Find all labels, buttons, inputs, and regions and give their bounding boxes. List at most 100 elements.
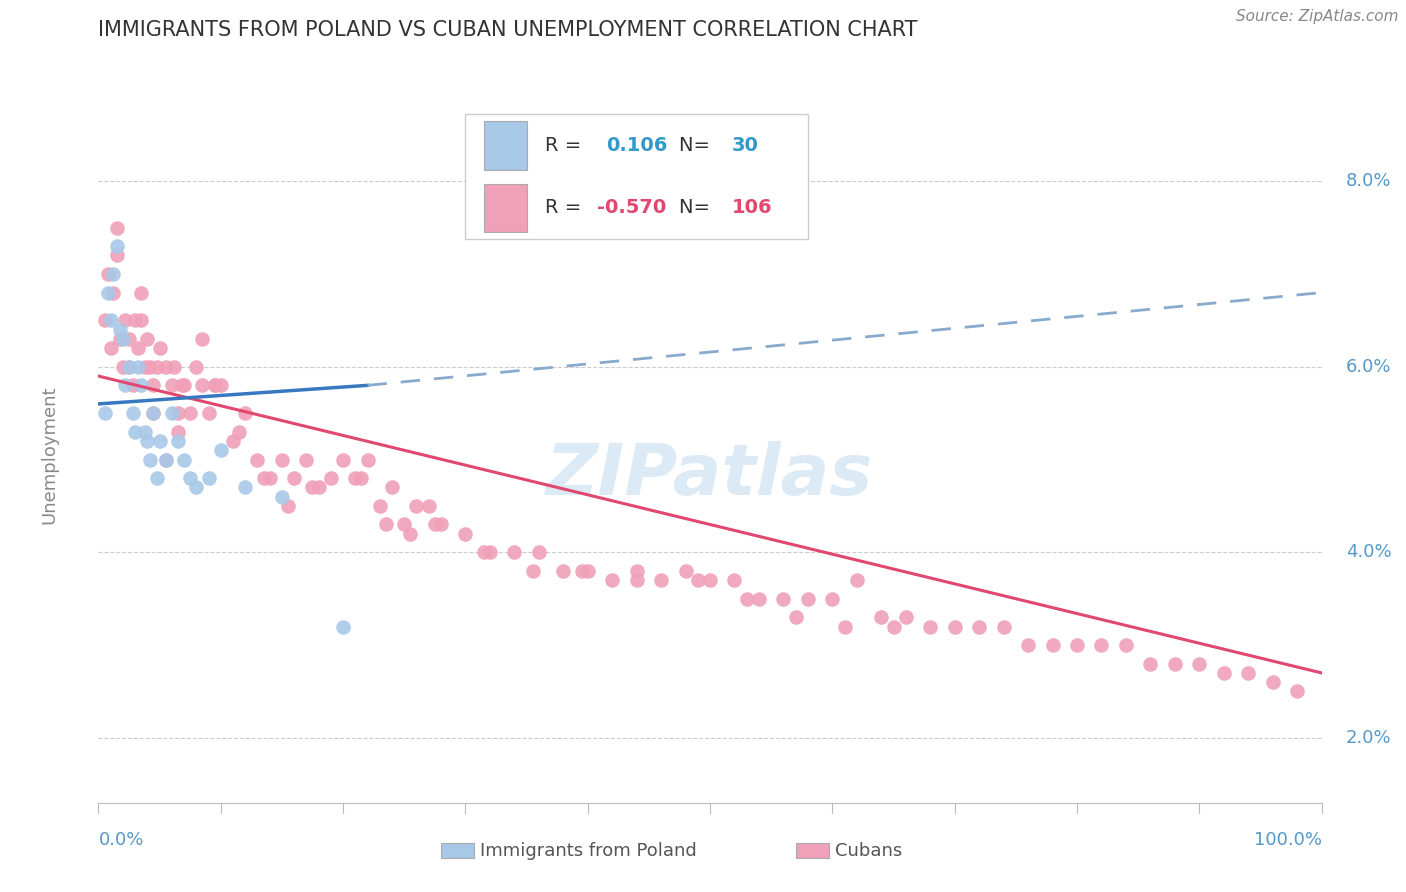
- Point: [163, 359, 186, 374]
- Point: [129, 285, 152, 300]
- Text: N=: N=: [679, 136, 717, 155]
- Point: [111, 332, 134, 346]
- Point: [142, 406, 165, 420]
- Point: [277, 499, 299, 513]
- Text: Cubans: Cubans: [835, 842, 903, 860]
- Point: [392, 517, 416, 532]
- Text: 2.0%: 2.0%: [1346, 729, 1392, 747]
- Point: [139, 359, 162, 374]
- Text: IMMIGRANTS FROM POLAND VS CUBAN UNEMPLOYMENT CORRELATION CHART: IMMIGRANTS FROM POLAND VS CUBAN UNEMPLOY…: [98, 21, 918, 40]
- Point: [503, 545, 526, 559]
- Point: [121, 378, 143, 392]
- Point: [785, 610, 807, 624]
- Point: [105, 248, 128, 262]
- Point: [173, 378, 195, 392]
- Point: [283, 471, 305, 485]
- Point: [111, 359, 134, 374]
- Text: 100.0%: 100.0%: [1254, 830, 1322, 848]
- Point: [197, 471, 219, 485]
- Point: [748, 591, 770, 606]
- Point: [97, 267, 120, 281]
- Point: [1042, 638, 1064, 652]
- Point: [1164, 657, 1187, 671]
- Point: [204, 378, 226, 392]
- Point: [270, 452, 294, 467]
- Point: [478, 545, 501, 559]
- Point: [571, 564, 593, 578]
- Text: R =: R =: [546, 136, 588, 155]
- Point: [114, 313, 136, 327]
- Point: [418, 499, 440, 513]
- Point: [527, 545, 550, 559]
- FancyBboxPatch shape: [484, 184, 526, 232]
- Point: [399, 526, 422, 541]
- Point: [136, 434, 159, 448]
- Point: [1212, 665, 1234, 680]
- Point: [308, 480, 330, 494]
- Point: [136, 332, 159, 346]
- Point: [626, 564, 648, 578]
- Point: [430, 517, 453, 532]
- Point: [883, 619, 905, 633]
- Point: [626, 573, 648, 587]
- Point: [179, 471, 201, 485]
- Text: ZIPatlas: ZIPatlas: [547, 442, 873, 510]
- Point: [121, 406, 143, 420]
- Point: [149, 341, 172, 355]
- Point: [100, 313, 122, 327]
- Point: [155, 452, 177, 467]
- Point: [1066, 638, 1088, 652]
- Point: [197, 406, 219, 420]
- Point: [920, 619, 942, 633]
- Point: [735, 591, 758, 606]
- Bar: [441, 843, 474, 858]
- Point: [319, 471, 342, 485]
- Point: [967, 619, 990, 633]
- Point: [155, 452, 177, 467]
- Point: [142, 378, 165, 392]
- Point: [110, 323, 132, 337]
- Text: Unemployment: Unemployment: [41, 385, 59, 524]
- Point: [149, 434, 172, 448]
- Point: [699, 573, 721, 587]
- Point: [160, 378, 183, 392]
- Point: [1237, 665, 1260, 680]
- Point: [170, 378, 193, 392]
- Point: [1286, 684, 1309, 698]
- Point: [686, 573, 709, 587]
- Point: [127, 359, 149, 374]
- Point: [186, 359, 208, 374]
- Point: [139, 452, 162, 467]
- Point: [675, 564, 697, 578]
- Point: [797, 591, 820, 606]
- Point: [228, 425, 250, 439]
- Point: [110, 332, 132, 346]
- Point: [600, 573, 623, 587]
- Point: [1090, 638, 1112, 652]
- Point: [821, 591, 844, 606]
- Point: [1139, 657, 1161, 671]
- Point: [993, 619, 1015, 633]
- Point: [186, 480, 208, 494]
- Point: [146, 471, 169, 485]
- Point: [129, 378, 152, 392]
- Point: [118, 359, 141, 374]
- Point: [146, 359, 169, 374]
- Point: [114, 378, 136, 392]
- Point: [374, 517, 396, 532]
- Point: [209, 378, 232, 392]
- Point: [179, 406, 201, 420]
- Point: [1115, 638, 1137, 652]
- Point: [553, 564, 575, 578]
- Point: [191, 378, 214, 392]
- Text: 106: 106: [733, 198, 773, 218]
- Point: [522, 564, 544, 578]
- Point: [167, 434, 190, 448]
- Point: [105, 220, 128, 235]
- Point: [650, 573, 672, 587]
- Text: Source: ZipAtlas.com: Source: ZipAtlas.com: [1236, 9, 1399, 24]
- Point: [723, 573, 745, 587]
- Point: [233, 406, 256, 420]
- Point: [209, 443, 232, 458]
- Point: [222, 434, 245, 448]
